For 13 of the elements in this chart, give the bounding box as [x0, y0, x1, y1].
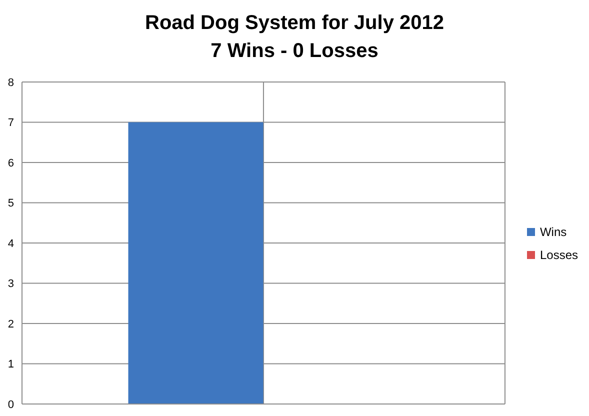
y-tick-label: 7 — [8, 117, 14, 130]
y-tick-label: 5 — [8, 198, 14, 210]
y-tick-label: 4 — [8, 238, 14, 250]
y-tick-label: 0 — [8, 398, 14, 411]
y-tick-label: 2 — [8, 318, 14, 330]
chart-title: Road Dog System for July 2012 — [144, 11, 445, 36]
legend-label: Wins — [540, 224, 567, 238]
legend-label: Losses — [540, 248, 578, 262]
y-tick-label: 1 — [8, 358, 14, 371]
y-tick-label: 3 — [8, 278, 14, 290]
y-tick-label: 8 — [8, 76, 14, 89]
chart-subtitle: 7 Wins - 0 Losses — [210, 39, 380, 64]
y-tick-label: 6 — [8, 157, 14, 170]
